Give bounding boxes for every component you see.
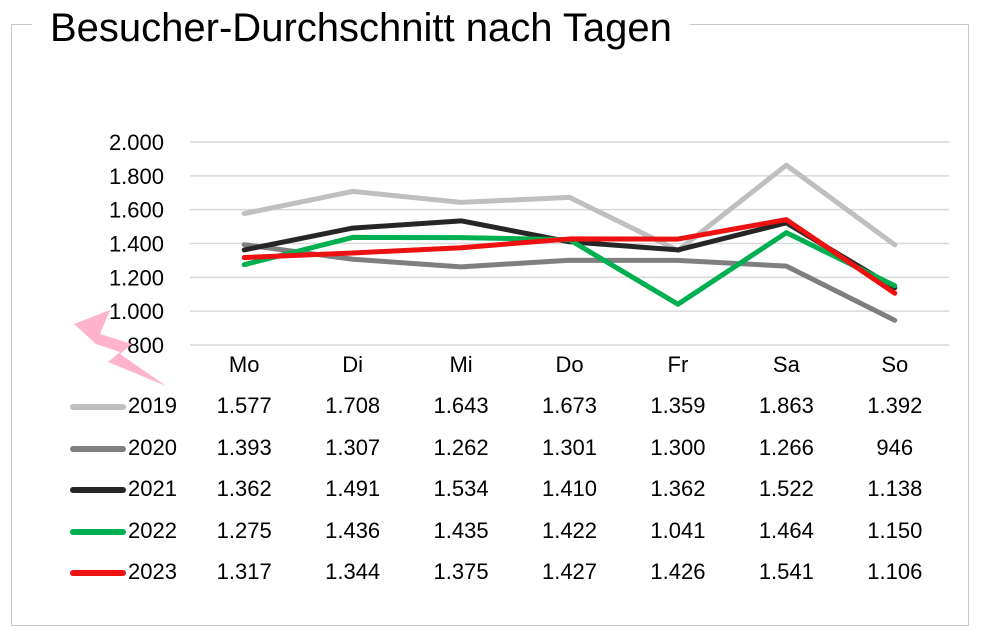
table-cell: 1.673 <box>541 393 598 418</box>
series-line-2019 <box>241 162 898 253</box>
table-cell: 1.344 <box>325 559 381 584</box>
table-cell: 1.577 <box>216 393 272 418</box>
legend-label: 2023 <box>128 559 177 584</box>
table-cell: 1.362 <box>650 476 706 501</box>
table-cell: 1.393 <box>216 434 272 460</box>
legend-entry-2020: 2020 <box>70 433 190 463</box>
x-tick-label: Di <box>342 352 363 377</box>
y-tick-label: 1.400 <box>109 232 164 257</box>
series-line-2023 <box>241 217 898 296</box>
series-lines <box>241 162 898 323</box>
x-axis-labels: Mo Di Mi Do Fr Sa So <box>229 352 908 377</box>
table-cell: 1.422 <box>541 517 598 543</box>
table-cell: 1.435 <box>433 517 489 543</box>
table-cell: 1.541 <box>758 559 814 584</box>
x-tick-label: So <box>881 352 908 377</box>
table-cell: 1.362 <box>216 476 272 501</box>
y-axis-labels: 2.000 1.800 1.600 1.400 1.200 1.000 800 <box>109 130 164 358</box>
table-cell: 1.041 <box>650 517 706 543</box>
chart-title: Besucher-Durchschnitt nach Tagen <box>32 2 690 54</box>
table-cell: 1.266 <box>758 434 814 460</box>
series-line-2020 <box>241 242 898 323</box>
table-cell: 1.426 <box>650 559 706 584</box>
legend-swatch <box>70 487 126 493</box>
legend-swatch <box>70 445 126 452</box>
legend-label: 2022 <box>128 517 177 543</box>
legend-label: 2019 <box>128 393 177 418</box>
table-cell: 1.262 <box>433 434 489 460</box>
table-cell: 1.491 <box>325 476 381 501</box>
table-cell: 1.708 <box>325 393 381 418</box>
legend-label: 2021 <box>128 476 177 501</box>
table-cell: 1.301 <box>541 434 598 460</box>
y-tick-label: 1.200 <box>109 265 164 290</box>
lightning-bolt-icon <box>74 310 166 386</box>
table-cell: 1.464 <box>758 517 814 543</box>
y-tick-label: 1.600 <box>109 198 164 223</box>
table-cell: 1.375 <box>433 559 489 584</box>
legend-label: 2020 <box>128 434 177 460</box>
table-cell: 1.522 <box>758 476 814 501</box>
table-cell: 1.863 <box>758 393 814 418</box>
y-tick-label: 800 <box>127 333 164 358</box>
legend-swatch <box>70 528 126 535</box>
table-cell: 1.300 <box>650 434 706 460</box>
table-cell: 946 <box>876 434 914 460</box>
y-tick-label: 1.000 <box>109 299 164 324</box>
table-cell: 1.436 <box>325 517 381 543</box>
x-tick-label: Fr <box>668 352 689 377</box>
table-cell: 1.427 <box>541 559 598 584</box>
x-tick-label: Mi <box>449 352 472 377</box>
table-cell: 1.138 <box>867 476 923 501</box>
table-cell: 1.275 <box>216 517 272 543</box>
x-tick-label: Mo <box>229 352 260 377</box>
legend-swatch <box>70 404 126 410</box>
x-tick-label: Sa <box>773 352 801 377</box>
x-tick-label: Do <box>555 352 583 377</box>
y-tick-label: 1.800 <box>109 164 164 189</box>
legend-entry-2023: 2023 <box>70 557 190 587</box>
table-cell: 1.106 <box>867 559 923 584</box>
table-cell: 1.150 <box>867 517 923 543</box>
table-cell: 1.643 <box>433 393 489 418</box>
table-cell: 1.534 <box>433 476 489 501</box>
table-cell: 1.359 <box>650 393 706 418</box>
table-cell: 1.307 <box>325 434 381 460</box>
table-cell: 1.392 <box>867 393 923 418</box>
table-cell: 1.410 <box>541 476 598 501</box>
legend-entry-2022: 2022 <box>70 516 190 546</box>
legend-entry-2019: 2019 <box>70 391 190 421</box>
legend-swatch <box>70 570 126 576</box>
y-tick-label: 2.000 <box>109 130 164 155</box>
table-cell: 1.317 <box>216 559 272 584</box>
legend-entry-2021: 2021 <box>70 474 190 504</box>
